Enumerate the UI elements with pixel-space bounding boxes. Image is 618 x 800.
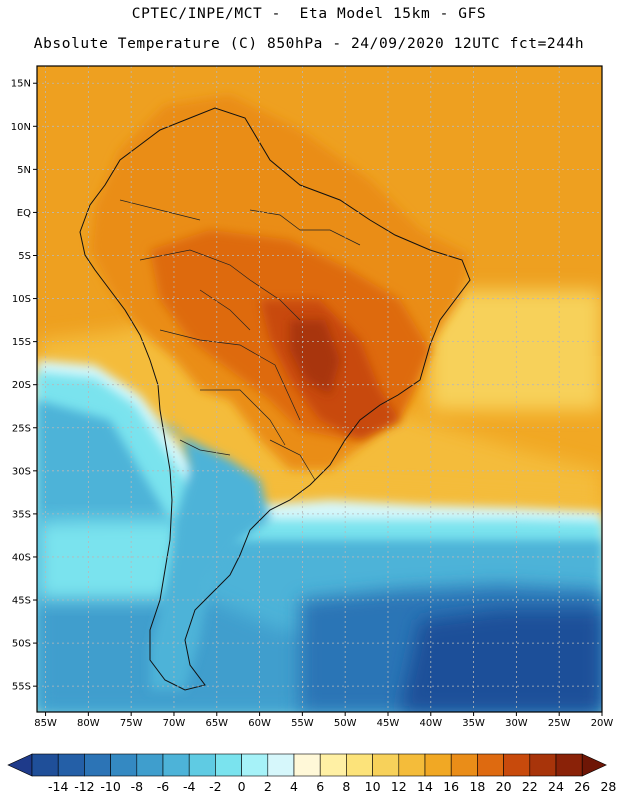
lon-tick-label: 65W (205, 718, 228, 729)
colorbar-swatch (477, 753, 504, 777)
colorbar-swatch (398, 753, 426, 777)
colorbar-swatch (346, 753, 373, 777)
colorbar-swatch (319, 753, 347, 777)
colorbar-swatch (293, 753, 321, 777)
colorbar-label: 8 (342, 779, 350, 794)
colorbar-swatch (57, 753, 85, 777)
lat-tick-label: 55S (12, 682, 31, 693)
colorbar-label: -4 (183, 779, 196, 794)
colorbar: -14 -12 -10 -8 -6 -4 -2 0 2 4 6 8 10 12 14 16 18 20 22 24 26… (7, 753, 616, 794)
lat-tick-label: 30S (12, 466, 31, 477)
colorbar-label: -10 (100, 779, 120, 794)
lon-tick-label: 75W (120, 718, 143, 729)
lon-tick-label: 40W (419, 718, 442, 729)
longitude-axis: 85W 80W 75W 70W 65W 60W 55W 50W 45W 40W 35W 30W 25W 2… (34, 712, 613, 729)
colorbar-label: 2 (264, 779, 272, 794)
lat-tick-label: 5S (18, 251, 31, 262)
colorbar-swatch (188, 753, 216, 777)
lon-tick-label: 85W (34, 718, 57, 729)
colorbar-swatch (215, 753, 242, 777)
colorbar-swatch (162, 753, 190, 777)
lat-tick-label: 10N (11, 122, 31, 133)
lat-tick-label: 50S (12, 639, 31, 650)
colorbar-swatch (241, 753, 269, 777)
colorbar-swatch (555, 753, 583, 777)
colorbar-swatch (529, 753, 557, 777)
colorbar-swatch (267, 753, 295, 777)
lon-tick-label: 30W (505, 718, 528, 729)
colorbar-max-arrow (581, 753, 607, 777)
lat-tick-label: 10S (12, 294, 31, 305)
colorbar-label: 24 (548, 779, 564, 794)
colorbar-label: 4 (290, 779, 298, 794)
colorbar-min-arrow (7, 753, 33, 777)
colorbar-label: 28 (600, 779, 616, 794)
lat-tick-label: 25S (12, 423, 31, 434)
lat-tick-label: 5N (17, 165, 31, 176)
temperature-field (37, 66, 602, 712)
colorbar-label: 16 (443, 779, 459, 794)
colorbar-label: -8 (131, 779, 144, 794)
lon-tick-label: 55W (291, 718, 314, 729)
colorbar-label: 12 (391, 779, 407, 794)
country-borders (119, 199, 361, 481)
colorbar-swatch (503, 753, 531, 777)
lat-tick-label: 15N (11, 79, 31, 90)
colorbar-label: 18 (469, 779, 485, 794)
lat-tick-label: 15S (12, 337, 31, 348)
lon-tick-label: 60W (248, 718, 271, 729)
lat-tick-label: EQ (17, 208, 31, 219)
colorbar-swatch (424, 753, 452, 777)
graticule (37, 66, 603, 712)
lat-tick-label: 40S (12, 552, 31, 563)
lon-tick-label: 45W (377, 718, 400, 729)
colorbar-swatch (136, 753, 164, 777)
colorbar-swatch (110, 753, 138, 777)
colorbar-label: -2 (209, 779, 221, 794)
colorbar-label: -6 (157, 779, 170, 794)
colorbar-swatch (84, 753, 111, 777)
lon-tick-label: 25W (548, 718, 571, 729)
lat-tick-label: 45S (12, 596, 31, 607)
lon-tick-label: 80W (77, 718, 100, 729)
chart-subtitle: Absolute Temperature (C) 850hPa - 24/09/… (33, 36, 585, 52)
colorbar-label: 6 (316, 779, 324, 794)
lon-tick-label: 35W (462, 718, 485, 729)
colorbar-label: 10 (365, 779, 381, 794)
colorbar-swatch (450, 753, 478, 777)
lon-tick-label: 70W (163, 718, 186, 729)
lon-tick-label: 50W (334, 718, 357, 729)
colorbar-label: -14 (48, 779, 68, 794)
lat-tick-label: 20S (12, 380, 31, 391)
latitude-axis: 15N 10N 5N EQ 5S 10S 15S 20S 25S 30S 35S 40S 45S 50S 5… (11, 79, 37, 693)
lat-tick-label: 35S (12, 509, 31, 520)
colorbar-swatch (31, 753, 59, 777)
colorbar-swatch (372, 753, 400, 777)
plot-border (36, 65, 603, 713)
chart-title: CPTEC/INPE/MCT - Eta Model 15km - GFS (131, 6, 487, 22)
colorbar-label: -12 (74, 779, 94, 794)
colorbar-label: 0 (238, 779, 246, 794)
coastline (79, 107, 471, 691)
colorbar-label: 20 (496, 779, 512, 794)
colorbar-label: 26 (574, 779, 590, 794)
colorbar-label: 14 (417, 779, 433, 794)
colorbar-label: 22 (522, 779, 538, 794)
lon-tick-label: 20W (591, 718, 614, 729)
